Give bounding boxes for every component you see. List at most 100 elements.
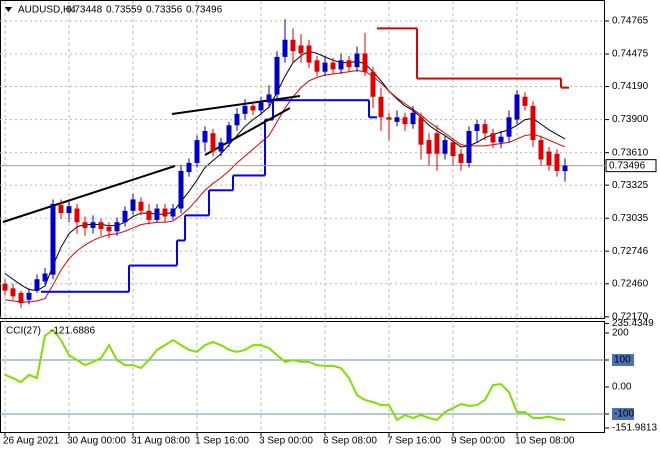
- cci-line: [4, 328, 566, 422]
- candle-body: [90, 222, 96, 228]
- candle-body: [562, 165, 568, 172]
- candle-body: [450, 142, 456, 157]
- level-box: [612, 407, 634, 420]
- candle-body: [466, 130, 472, 163]
- last-price-label: 0.73496: [609, 160, 646, 171]
- candle-body: [234, 113, 240, 126]
- candle-body: [546, 151, 552, 166]
- candle-body: [106, 226, 112, 232]
- candle-body: [10, 288, 16, 297]
- symbol-title: AUDUSD,H4: [18, 5, 76, 16]
- x-tick-label: 31 Aug 08:00: [131, 436, 190, 447]
- candle-body: [530, 105, 536, 141]
- candle-body: [74, 208, 80, 223]
- x-tick-label: 9 Sep 00:00: [451, 436, 505, 447]
- candle-body: [82, 222, 88, 228]
- candle-body: [186, 162, 192, 173]
- price-panel: [0, 0, 605, 319]
- cci-panel: [0, 321, 605, 433]
- candle-body: [162, 208, 168, 217]
- moving-average: [4, 70, 566, 303]
- candle-body: [202, 130, 208, 143]
- candle-body: [266, 94, 272, 103]
- candle-body: [98, 222, 104, 230]
- x-tick-label: 10 Sep 08:00: [515, 436, 575, 447]
- candle-body: [306, 45, 312, 63]
- candle-body: [26, 292, 32, 300]
- candle-body: [2, 283, 8, 291]
- candle-body: [418, 117, 424, 145]
- y-tick-label: 0.73610: [612, 147, 649, 158]
- candle-body: [386, 117, 392, 120]
- open-value: 0.73448: [66, 5, 103, 16]
- candle-body: [346, 60, 352, 68]
- candle-body: [178, 170, 184, 209]
- y-tick-label: 0.72460: [612, 278, 649, 289]
- y-tick-label: 0.74190: [612, 81, 649, 92]
- candle-body: [410, 112, 416, 125]
- candle-body: [522, 96, 528, 106]
- y-tick-label: 100: [614, 355, 631, 366]
- candle-body: [18, 292, 24, 304]
- candle-body: [506, 117, 512, 137]
- candle-body: [458, 153, 464, 163]
- candle-body: [514, 94, 520, 120]
- candle-body: [66, 206, 72, 214]
- candle-body: [42, 273, 48, 282]
- menu-arrow[interactable]: [5, 7, 12, 12]
- x-tick-label: 6 Sep 08:00: [323, 436, 377, 447]
- candle-body: [282, 39, 288, 57]
- trend-line: [2, 165, 176, 223]
- candle-body: [258, 102, 264, 111]
- cci-value: -121.6886: [50, 326, 95, 337]
- close-value: 0.73496: [186, 5, 223, 16]
- low-value: 0.73356: [146, 5, 183, 16]
- y-tick-label: 200: [612, 328, 629, 339]
- y-tick-label: -151.9813: [612, 423, 657, 434]
- candle-body: [330, 62, 336, 70]
- x-tick-label: 26 Aug 2021: [3, 436, 60, 447]
- candle-body: [170, 208, 176, 217]
- y-tick-label: 0.73035: [612, 213, 649, 224]
- candle-body: [114, 222, 120, 232]
- candle-body: [298, 45, 304, 54]
- candle-body: [274, 56, 280, 95]
- candle-body: [250, 105, 256, 111]
- candle-body: [58, 205, 64, 214]
- y-tick-label: 0.73900: [612, 114, 649, 125]
- candle-body: [482, 124, 488, 134]
- candle-body: [338, 60, 344, 70]
- candle-body: [362, 53, 368, 72]
- candle-body: [242, 105, 248, 114]
- candle-body: [498, 136, 504, 143]
- level-box: [612, 353, 634, 366]
- candle-body: [474, 124, 480, 131]
- x-tick-label: 3 Sep 00:00: [259, 436, 313, 447]
- candle-body: [354, 53, 360, 68]
- candle-body: [194, 140, 200, 163]
- candle-body: [218, 142, 224, 152]
- last-price-box: [605, 159, 657, 173]
- x-tick-label: 7 Sep 16:00: [387, 436, 441, 447]
- y-tick-label: 0.00: [612, 382, 632, 393]
- candle-body: [378, 96, 384, 118]
- moving-average: [4, 50, 566, 292]
- trend-line: [171, 95, 301, 115]
- candle-body: [138, 201, 144, 211]
- x-tick-label: 30 Aug 00:00: [67, 436, 126, 447]
- candle-body: [226, 125, 232, 143]
- x-tick-label: 1 Sep 16:00: [195, 436, 249, 447]
- candle-body: [290, 39, 296, 52]
- y-tick-label: 0.73325: [612, 180, 649, 191]
- candle-body: [122, 210, 128, 223]
- candle-body: [322, 62, 328, 72]
- candle-body: [402, 117, 408, 125]
- cci-title: CCI(27): [6, 326, 41, 337]
- candle-body: [314, 60, 320, 72]
- y-tick-label: 0.74765: [612, 16, 649, 27]
- candle-body: [394, 117, 400, 122]
- candle-body: [490, 133, 496, 143]
- y-tick-label: 0.74475: [612, 49, 649, 60]
- y-tick-label: 0.72746: [612, 246, 649, 257]
- candle-body: [154, 208, 160, 220]
